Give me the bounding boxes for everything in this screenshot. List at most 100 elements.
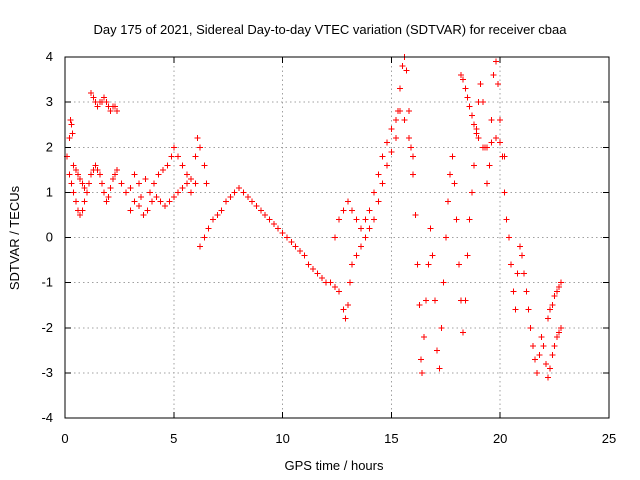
data-point [486,162,493,169]
data-point [366,207,373,214]
data-point [410,171,417,178]
data-point [279,229,286,236]
data-point [549,351,556,358]
data-point [547,306,554,313]
data-point [421,333,428,340]
data-point [392,135,399,142]
data-point [462,297,469,304]
data-point [109,175,116,182]
data-point [344,198,351,205]
data-point [288,239,295,246]
tick-layer: 0 5 10 15 20 25 -4 -3 -2 -1 0 1 2 3 4 [41,49,616,446]
data-point [101,189,108,196]
data-point [384,139,391,146]
data-point [162,202,169,209]
data-point [231,189,238,196]
data-point [196,144,203,151]
data-point [349,207,356,214]
data-point [310,266,317,273]
data-point [558,279,565,286]
data-point [170,144,177,151]
data-point [135,202,142,209]
data-point [336,288,343,295]
data-point [553,288,560,295]
data-point [77,211,84,218]
data-point [477,81,484,88]
data-point [179,184,186,191]
data-point [153,193,160,200]
data-point [545,315,552,322]
data-point [90,94,97,101]
data-point [201,234,208,241]
data-point [410,153,417,160]
data-point [484,144,491,151]
data-point [79,207,86,214]
data-point [547,365,554,372]
data-point [475,135,482,142]
data-point [412,211,419,218]
data-point [434,347,441,354]
data-point [262,211,269,218]
data-point [114,166,121,173]
data-point [501,189,508,196]
data-point [79,180,86,187]
data-point [401,117,408,124]
data-point [170,193,177,200]
data-point [521,270,528,277]
data-point [266,216,273,223]
data-point [466,103,473,110]
data-point [122,189,129,196]
data-point [192,180,199,187]
data-point [69,130,76,137]
x-tick-label: 10 [275,431,289,446]
data-point [370,189,377,196]
data-point [471,162,478,169]
data-point [164,162,171,169]
x-tick-label: 15 [384,431,398,446]
data-point [175,189,182,196]
data-point [375,171,382,178]
data-point [414,261,421,268]
data-point [553,333,560,340]
data-point [529,342,536,349]
data-point [464,252,471,259]
data-point [488,139,495,146]
data-point [423,297,430,304]
data-point [218,207,225,214]
data-point [297,248,304,255]
data-point [253,202,260,209]
data-point [462,85,469,92]
data-point [188,189,195,196]
data-point [205,225,212,232]
data-point [331,284,338,291]
data-point [131,198,138,205]
data-point [175,153,182,160]
data-point [214,211,221,218]
data-point [67,117,74,124]
data-point [203,180,210,187]
data-point [418,369,425,376]
data-point [70,189,77,196]
data-point [353,216,360,223]
data-point [417,356,424,363]
data-point [403,67,410,74]
data-point [388,126,395,133]
y-tick-label: 4 [46,49,53,64]
grid-layer [65,57,609,418]
data-point [68,180,75,187]
data-point [201,162,208,169]
data-point [81,198,88,205]
data-point [525,306,532,313]
data-point [440,279,447,286]
data-point [542,360,549,367]
y-tick-label: 0 [46,230,53,245]
data-point [331,234,338,241]
data-point [444,198,451,205]
data-point [118,180,125,187]
data-point [349,261,356,268]
data-point [447,171,454,178]
plot-frame [64,56,610,419]
y-tick-label: 3 [46,94,53,109]
data-point [460,329,467,336]
